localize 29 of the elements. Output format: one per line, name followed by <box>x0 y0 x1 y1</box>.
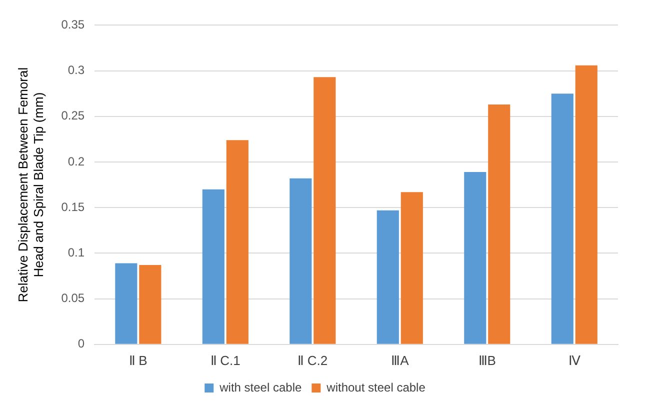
x-tick-label: Ⅳ <box>568 352 580 368</box>
bar <box>290 178 312 344</box>
y-tick-label: 0.35 <box>61 18 85 32</box>
x-tick-label: ⅢB <box>478 352 496 368</box>
bar <box>400 192 423 344</box>
x-tick-label: Ⅱ B <box>129 352 148 368</box>
bar <box>464 172 486 344</box>
bar <box>551 94 574 344</box>
bar <box>376 210 399 344</box>
bar <box>575 65 598 344</box>
x-tick-label: Ⅱ C.1 <box>210 352 240 368</box>
bar <box>488 104 510 344</box>
y-tick-label: 0.15 <box>61 200 85 214</box>
y-axis-title: Relative Displacement Between Femoral Head and Spiral Blade Tip (mm) <box>15 67 46 302</box>
legend-label: with steel cable <box>218 380 302 394</box>
y-tick-label: 0.05 <box>61 291 85 306</box>
y-tick-label: 0.3 <box>68 63 85 78</box>
legend-label: without steel cable <box>326 380 426 394</box>
y-tick-label: 0.1 <box>68 246 85 260</box>
y-tick-label: 0.2 <box>68 154 85 168</box>
bar <box>314 77 336 344</box>
bar <box>202 189 224 344</box>
bar <box>226 140 248 344</box>
x-tick-label: Ⅱ C.2 <box>298 352 328 368</box>
x-tick-label: ⅢA <box>391 352 410 368</box>
bar <box>115 263 138 344</box>
bar <box>139 265 162 344</box>
y-tick-label: 0 <box>78 336 85 351</box>
y-tick-label: 0.25 <box>61 108 85 123</box>
